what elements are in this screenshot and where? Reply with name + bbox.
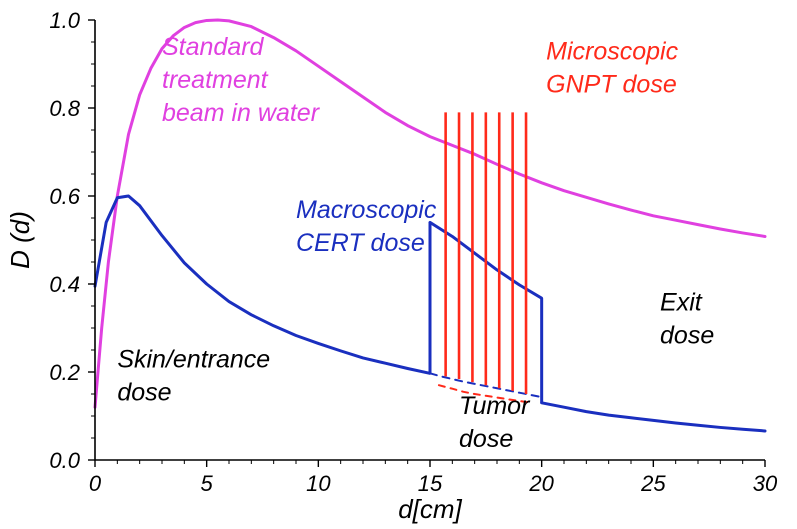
- ytick-label: 0.6: [49, 184, 80, 209]
- ytick-label: 0.4: [49, 272, 80, 297]
- ytick-label: 0.0: [49, 448, 80, 473]
- annotation-cert: Macroscopic: [296, 196, 437, 224]
- xtick-label: 25: [640, 471, 666, 496]
- xtick-label: 20: [528, 471, 554, 496]
- xtick-label: 10: [306, 471, 331, 496]
- annotation-standard: Standard: [162, 33, 265, 61]
- xtick-label: 15: [418, 471, 443, 496]
- chart-svg: 0 5 10 15 20 25 30 0.0 0.2 0.4 0.6 0.8 1.0 d[cm] D (d)…: [0, 0, 797, 529]
- xtick-label: 30: [753, 471, 778, 496]
- annotation-standard: treatment: [162, 66, 269, 94]
- xtick-label: 5: [201, 471, 214, 496]
- annotation-skin: dose: [117, 379, 171, 407]
- ytick-label: 0.8: [49, 96, 80, 121]
- y-axis-title: D (d): [5, 211, 35, 269]
- x-axis-title: d[cm]: [398, 494, 462, 524]
- annotation-skin: Skin/entrance: [117, 346, 270, 374]
- xtick-label: 0: [89, 471, 102, 496]
- annotation-tumor: dose: [459, 425, 513, 453]
- annotation-cert: CERT dose: [296, 229, 425, 257]
- ytick-label: 1.0: [49, 8, 80, 33]
- annotation-standard: beam in water: [162, 99, 321, 127]
- series-cert-post: [542, 403, 765, 431]
- annotation-exit: Exit: [660, 288, 703, 316]
- dose-depth-chart: 0 5 10 15 20 25 30 0.0 0.2 0.4 0.6 0.8 1.0 d[cm] D (d)…: [0, 0, 797, 529]
- ytick-label: 0.2: [49, 360, 80, 385]
- annotation-tumor: Tumor: [459, 392, 531, 420]
- annotation-gnpt: Microscopic: [546, 38, 678, 66]
- annotation-gnpt: GNPT dose: [546, 71, 677, 99]
- annotation-exit: dose: [660, 321, 714, 349]
